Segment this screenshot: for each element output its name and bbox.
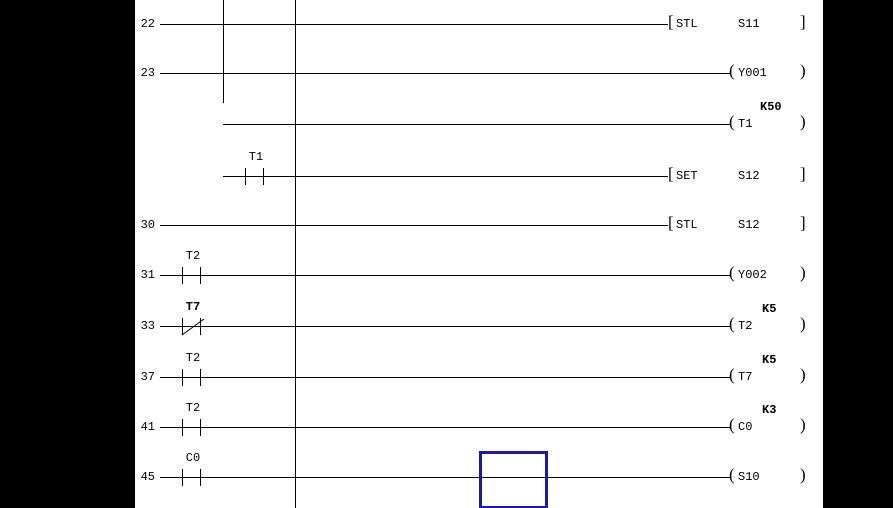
coil-open-paren: ( [729, 365, 735, 384]
coil-operand[interactable]: Y001 [738, 66, 767, 80]
instruction-open-bracket: [ [668, 213, 674, 232]
instruction-operand[interactable]: S12 [738, 169, 760, 183]
coil-close-paren: ) [800, 314, 806, 333]
step-number: 37 [140, 370, 155, 384]
instruction-close-bracket: ] [800, 164, 806, 183]
contact-bar-right [200, 267, 201, 284]
instruction-close-bracket: ] [800, 12, 806, 31]
instruction-open-bracket: [ [668, 12, 674, 31]
coil-open-paren: ( [729, 465, 735, 484]
contact-no[interactable] [182, 419, 204, 436]
coil-operand[interactable]: T7 [738, 370, 753, 384]
coil-operand[interactable]: C0 [738, 420, 753, 434]
contact-nc-slash [181, 318, 205, 336]
branch-wire [223, 0, 224, 31]
step-number: 33 [140, 319, 155, 333]
contact-bar-right [200, 419, 201, 436]
contact-no[interactable] [182, 369, 204, 386]
selection-cursor[interactable] [479, 451, 548, 508]
contact-bar-right [200, 469, 201, 486]
rung-wire[interactable] [160, 275, 731, 276]
rung-wire[interactable] [160, 477, 731, 478]
contact-label: T2 [185, 351, 201, 365]
contact-bar-left [245, 168, 246, 185]
contact-bar-right [200, 369, 201, 386]
step-number: 45 [140, 470, 155, 484]
rung-wire[interactable] [160, 225, 668, 226]
step-number: 30 [140, 218, 155, 232]
coil-preset-value: K3 [762, 403, 777, 417]
rung-wire[interactable] [160, 24, 668, 25]
coil-preset-value: K5 [762, 302, 777, 316]
coil-operand[interactable]: T1 [738, 117, 753, 131]
contact-bar-left [182, 267, 183, 284]
instruction-name[interactable]: STL [676, 218, 698, 232]
ladder-canvas[interactable]: 22[STL S11] 23(Y001)(T1) K50 T1[SET S12] 30[ST… [135, 0, 823, 508]
contact-bar-left [182, 419, 183, 436]
coil-open-paren: ( [729, 112, 735, 131]
coil-preset-value: K5 [762, 353, 777, 367]
contact-label: T2 [185, 401, 201, 415]
contact-bar-right [200, 318, 201, 335]
instruction-name[interactable]: SET [676, 169, 698, 183]
contact-nc[interactable] [181, 318, 205, 336]
contact-label: T7 [185, 300, 201, 314]
step-number: 22 [140, 17, 155, 31]
coil-open-paren: ( [729, 314, 735, 333]
contact-label: T2 [185, 249, 201, 263]
coil-close-paren: ) [800, 61, 806, 80]
coil-operand[interactable]: Y002 [738, 268, 767, 282]
coil-close-paren: ) [800, 465, 806, 484]
rung-wire[interactable] [160, 377, 731, 378]
contact-label: C0 [185, 451, 201, 465]
contact-bar-right [263, 168, 264, 185]
rung-wire[interactable] [160, 427, 731, 428]
contact-bar-left [182, 369, 183, 386]
instruction-operand[interactable]: S12 [738, 218, 760, 232]
step-number: 41 [140, 420, 155, 434]
coil-open-paren: ( [729, 61, 735, 80]
contact-no[interactable] [182, 267, 204, 284]
branch-wire [223, 0, 224, 103]
coil-close-paren: ) [800, 365, 806, 384]
step-number: 31 [140, 268, 155, 282]
instruction-open-bracket: [ [668, 164, 674, 183]
rung-wire[interactable] [160, 326, 731, 327]
coil-open-paren: ( [729, 415, 735, 434]
left-power-rail [295, 0, 296, 508]
coil-operand[interactable]: T2 [738, 319, 753, 333]
rung-wire[interactable] [223, 176, 668, 177]
rung-wire[interactable] [160, 73, 731, 74]
coil-close-paren: ) [800, 415, 806, 434]
coil-operand[interactable]: S10 [738, 470, 760, 484]
coil-open-paren: ( [729, 263, 735, 282]
contact-bar-left [182, 318, 183, 335]
step-number: 23 [140, 66, 155, 80]
contact-label: T1 [248, 150, 264, 164]
contact-no[interactable] [245, 168, 267, 185]
coil-close-paren: ) [800, 112, 806, 131]
contact-bar-left [182, 469, 183, 486]
instruction-name[interactable]: STL [676, 17, 698, 31]
coil-preset-value: K50 [760, 100, 782, 114]
coil-close-paren: ) [800, 263, 806, 282]
instruction-close-bracket: ] [800, 213, 806, 232]
rung-wire[interactable] [223, 124, 731, 125]
instruction-operand[interactable]: S11 [738, 17, 760, 31]
contact-no[interactable] [182, 469, 204, 486]
